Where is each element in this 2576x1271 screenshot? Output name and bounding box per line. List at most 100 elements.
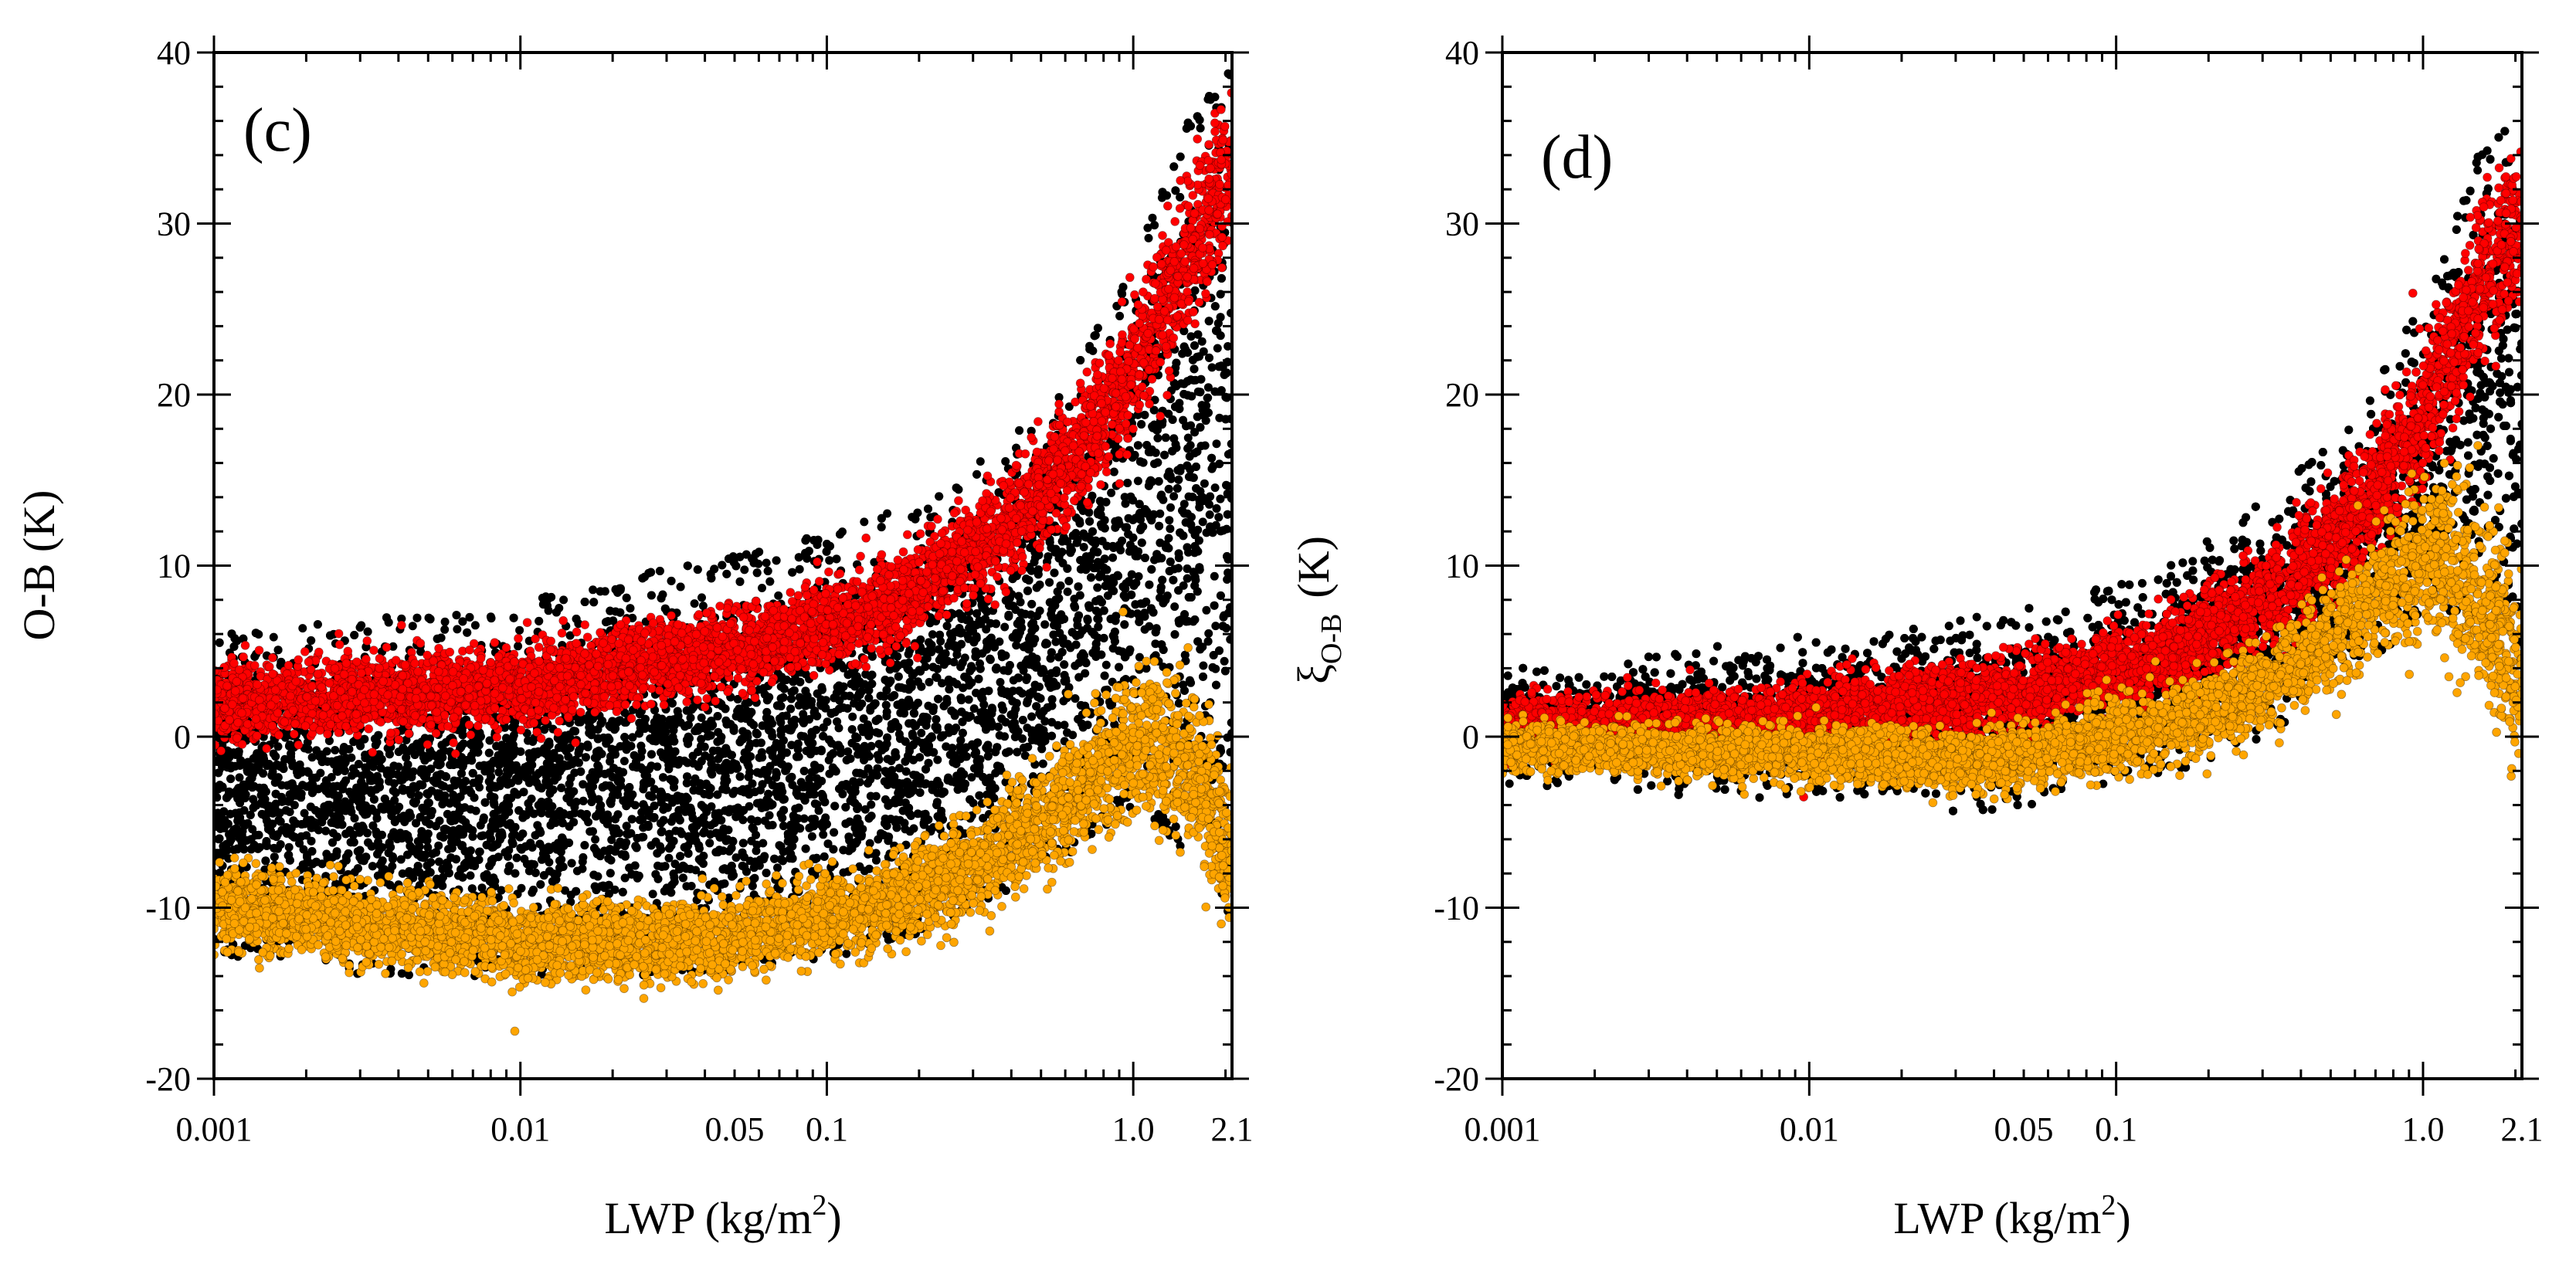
point-all	[416, 647, 426, 656]
point-all	[1220, 656, 1229, 666]
point-all	[466, 805, 475, 814]
point-all	[867, 741, 876, 751]
point-all	[728, 789, 738, 798]
point-all	[515, 625, 524, 635]
point-all	[1016, 598, 1025, 607]
point-all	[688, 751, 697, 761]
point-all	[1081, 669, 1090, 678]
point-all	[690, 599, 699, 608]
point-all	[1166, 503, 1175, 512]
point-all	[1211, 622, 1220, 631]
point-all	[928, 630, 937, 639]
point-all	[1211, 664, 1220, 673]
point-all	[653, 762, 662, 771]
point-all	[397, 969, 406, 978]
point-all	[579, 852, 588, 862]
point-all	[1193, 447, 1202, 456]
point-all	[768, 821, 777, 829]
point-all	[591, 835, 600, 844]
point-all	[842, 949, 851, 958]
point-all	[514, 642, 523, 651]
point-all	[1040, 620, 1050, 629]
point-all	[819, 830, 828, 839]
point-all	[1000, 732, 1010, 741]
point-all	[1101, 660, 1111, 669]
point-all	[874, 729, 884, 738]
point-all	[453, 625, 462, 634]
point-all	[1199, 661, 1208, 670]
point-all	[1153, 433, 1162, 442]
point-all	[860, 805, 870, 814]
point-all	[1140, 410, 1149, 419]
point-all	[1060, 720, 1069, 730]
point-all	[698, 602, 708, 611]
point-all	[848, 712, 857, 721]
point-all	[1063, 587, 1072, 596]
point-all	[1019, 666, 1028, 675]
point-all	[1185, 452, 1194, 461]
point-all	[648, 890, 657, 899]
point-all	[1204, 629, 1213, 638]
point-all	[1161, 433, 1170, 442]
scatter-points	[214, 69, 1232, 1036]
point-all	[697, 713, 706, 722]
point-all	[750, 873, 759, 883]
point-all	[477, 832, 486, 841]
point-all	[807, 832, 816, 841]
point-all	[423, 842, 433, 852]
point-all	[949, 658, 959, 666]
point-all	[538, 593, 547, 602]
point-all	[269, 632, 278, 642]
point-all	[1023, 586, 1032, 595]
point-all	[687, 882, 696, 890]
point-all	[967, 773, 976, 782]
point-all	[933, 755, 942, 764]
point-all	[1015, 686, 1023, 696]
series-all	[214, 69, 1232, 981]
point-all	[1170, 602, 1179, 612]
point-all	[991, 664, 1000, 673]
point-all	[284, 842, 294, 852]
point-all	[1083, 615, 1092, 623]
point-all	[1107, 488, 1116, 497]
point-all	[758, 584, 766, 592]
point-all	[664, 764, 674, 774]
point-all	[277, 797, 287, 806]
point-all	[871, 791, 881, 801]
point-all	[1144, 233, 1153, 242]
point-all	[1115, 311, 1125, 320]
point-all	[1198, 517, 1207, 527]
point-all	[1224, 342, 1232, 351]
point-all	[321, 776, 331, 785]
point-all	[905, 827, 915, 836]
point-all	[762, 558, 771, 568]
point-all	[1134, 572, 1143, 581]
point-all	[1210, 571, 1219, 581]
point-all	[996, 678, 1005, 686]
point-all	[559, 595, 568, 605]
point-all	[805, 823, 814, 832]
point-all	[814, 806, 823, 815]
point-all	[1145, 622, 1154, 631]
point-all	[1215, 459, 1224, 469]
point-all	[860, 517, 869, 527]
point-all	[298, 624, 307, 633]
point-all	[466, 871, 475, 880]
point-all	[1190, 286, 1200, 295]
point-all	[976, 457, 985, 466]
point-all	[1183, 433, 1193, 442]
point-all	[1178, 349, 1187, 358]
point-all	[1001, 457, 1010, 466]
point-all	[470, 621, 480, 630]
point-all	[799, 732, 809, 741]
point-all	[714, 754, 723, 764]
point-all	[795, 564, 804, 574]
point-all	[1088, 346, 1098, 355]
point-all	[1166, 524, 1175, 534]
point-all	[235, 773, 244, 782]
point-all	[859, 714, 868, 724]
point-all	[855, 778, 864, 787]
point-all	[501, 812, 509, 820]
point-all	[440, 617, 450, 626]
